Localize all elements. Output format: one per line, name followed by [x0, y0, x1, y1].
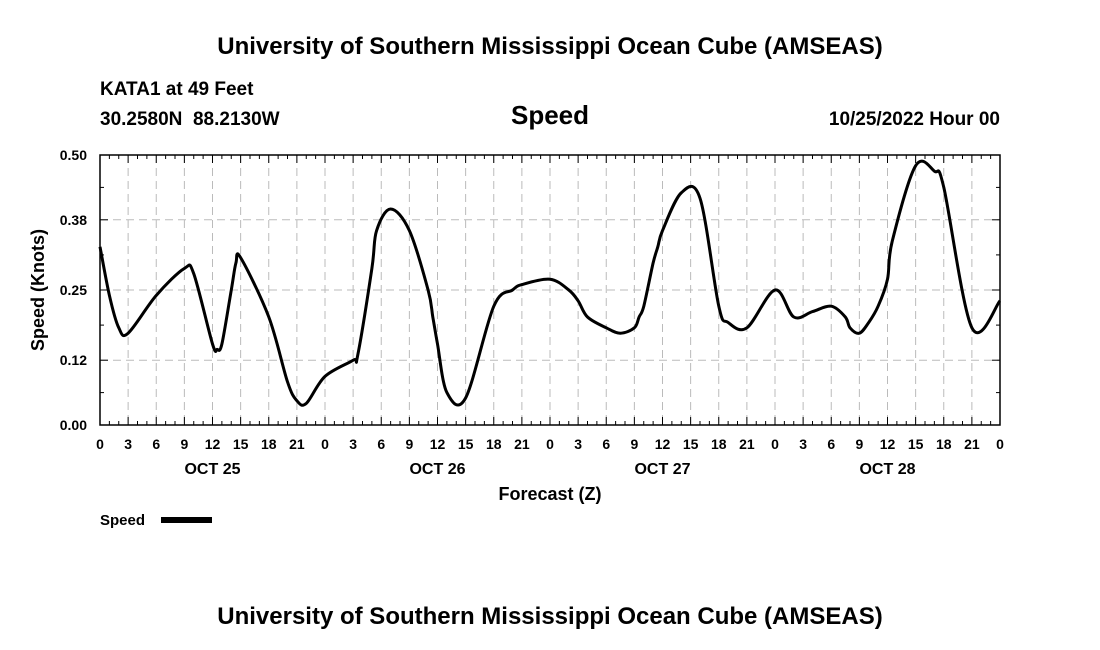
x-tick-label: 21 [964, 436, 980, 452]
series-group [98, 159, 1002, 407]
x-tick-label: 21 [289, 436, 305, 452]
x-tick-label: 9 [630, 436, 638, 452]
day-label: OCT 28 [859, 461, 915, 478]
x-tick-label: 21 [739, 436, 755, 452]
station-name: KATA1 at 49 Feet [100, 79, 254, 100]
footer-title: University of Southern Mississippi Ocean… [217, 603, 882, 630]
x-tick-label: 15 [458, 436, 474, 452]
x-tick-label: 18 [936, 436, 952, 452]
x-tick-label: 0 [771, 436, 779, 452]
plot-frame [99, 154, 1001, 426]
x-tick-label: 18 [711, 436, 727, 452]
chart-main-title: University of Southern Mississippi Ocean… [217, 33, 882, 60]
x-tick-label: 9 [855, 436, 863, 452]
x-tick-label: 15 [233, 436, 249, 452]
x-tick-label: 0 [546, 436, 554, 452]
x-tick-label: 3 [124, 436, 132, 452]
day-label: OCT 26 [409, 461, 465, 478]
y-tick-label: 0.50 [60, 147, 87, 163]
station-coordinates: 30.2580N 88.2130W [100, 109, 280, 130]
x-tick-label: 6 [827, 436, 835, 452]
x-tick-label: 3 [799, 436, 807, 452]
variable-title: Speed [511, 100, 589, 130]
y-axis-label: Speed (Knots) [28, 229, 48, 351]
x-tick-label: 0 [96, 436, 104, 452]
legend-label: Speed [100, 512, 145, 529]
x-tick-labels: 0 3 6 9 12 15 18 21 0 3 6 9 12 15 18 21 0 3 6 9 12 15 18 21 0 3 6 9… [96, 436, 1004, 452]
day-label: OCT 25 [184, 461, 240, 478]
grid-lines [100, 155, 1000, 425]
day-label: OCT 27 [634, 461, 690, 478]
x-tick-label: 12 [430, 436, 446, 452]
y-tick-label: 0.00 [60, 417, 87, 433]
x-tick-label: 18 [486, 436, 502, 452]
series-line-speed [98, 159, 1002, 407]
y-tick-labels: 0.00 0.12 0.25 0.38 0.50 [60, 147, 87, 433]
y-tick-label: 0.25 [60, 282, 87, 298]
x-tick-label: 12 [205, 436, 221, 452]
x-tick-label: 9 [180, 436, 188, 452]
x-tick-label: 0 [996, 436, 1004, 452]
x-tick-label: 15 [683, 436, 699, 452]
x-axis-label: Forecast (Z) [498, 484, 601, 504]
forecast-run-time: 10/25/2022 Hour 00 [829, 109, 1000, 130]
x-tick-label: 12 [880, 436, 896, 452]
x-tick-label: 21 [514, 436, 530, 452]
legend-swatch [161, 517, 212, 523]
x-tick-label: 12 [655, 436, 671, 452]
x-tick-label: 6 [152, 436, 160, 452]
day-labels: OCT 25 OCT 26 OCT 27 OCT 28 [184, 461, 915, 478]
x-tick-label: 0 [321, 436, 329, 452]
x-tick-label: 15 [908, 436, 924, 452]
x-tick-label: 3 [349, 436, 357, 452]
x-tick-label: 3 [574, 436, 582, 452]
y-tick-label: 0.38 [60, 212, 87, 228]
y-tick-label: 0.12 [60, 352, 87, 368]
x-tick-label: 9 [405, 436, 413, 452]
x-tick-label: 18 [261, 436, 277, 452]
x-tick-label: 6 [602, 436, 610, 452]
x-tick-label: 6 [377, 436, 385, 452]
